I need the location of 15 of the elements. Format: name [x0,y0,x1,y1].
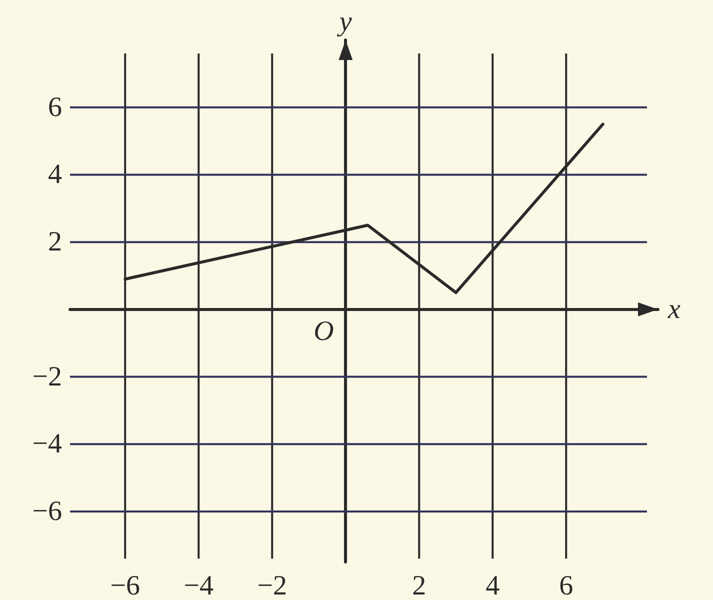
y-tick-label: 2 [48,226,62,258]
x-tick-label: 6 [559,570,574,600]
x-tick-label: −6 [110,570,140,600]
x-tick-label: −2 [257,570,288,600]
y-axis-title: y [336,6,352,38]
annotation: O [314,316,334,347]
y-tick-label: −4 [32,428,62,460]
y-tick-label: 6 [48,92,62,123]
x-axis-title: x [667,294,681,325]
y-tick-label: 4 [48,159,62,190]
x-tick-label: 2 [412,570,426,600]
y-tick-label: −2 [32,361,62,392]
x-tick-label: 4 [486,570,500,600]
y-tick-label: −6 [32,496,62,527]
x-tick-label: −4 [184,570,214,600]
